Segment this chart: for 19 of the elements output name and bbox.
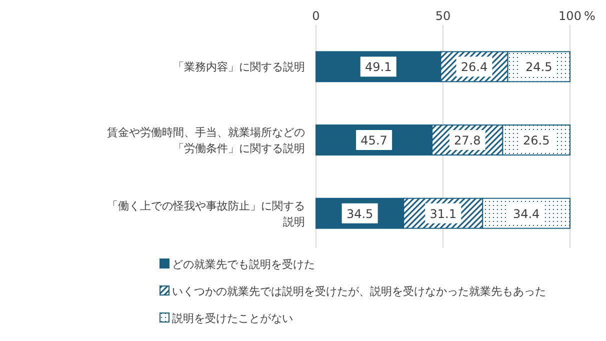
- data-label: 27.8: [454, 134, 481, 148]
- data-label: 31.1: [430, 206, 456, 221]
- data-label: 26.5: [522, 134, 550, 148]
- x-tick-label: 50: [435, 9, 451, 23]
- data-label: 49.1: [365, 60, 392, 74]
- legend-label: 説明を受けたことがない: [172, 312, 293, 325]
- data-label: 26.4: [460, 60, 488, 74]
- legend-label: いくつかの就業先では説明を受けたが、説明を受けなかった就業先もあった: [172, 285, 546, 298]
- y-tick-label: 賃金や労働時間、手当、就業場所などの「労働条件」に関する説明: [107, 126, 305, 155]
- data-label: 24.5: [526, 60, 552, 74]
- y-tick-label: 「業務内容」に関する説明: [173, 60, 305, 74]
- x-tick-label: 100: [558, 9, 582, 23]
- legend-label: どの就業先でも説明を受けた: [172, 258, 315, 271]
- x-tick-label: 0: [312, 9, 320, 23]
- data-label: 34.5: [346, 206, 374, 221]
- x-axis-title: %: [584, 9, 596, 23]
- data-label: 45.7: [360, 134, 388, 148]
- y-tick-label: 「働く上での怪我や事故防止」に関する説明: [107, 199, 305, 228]
- data-label: 34.4: [512, 206, 540, 221]
